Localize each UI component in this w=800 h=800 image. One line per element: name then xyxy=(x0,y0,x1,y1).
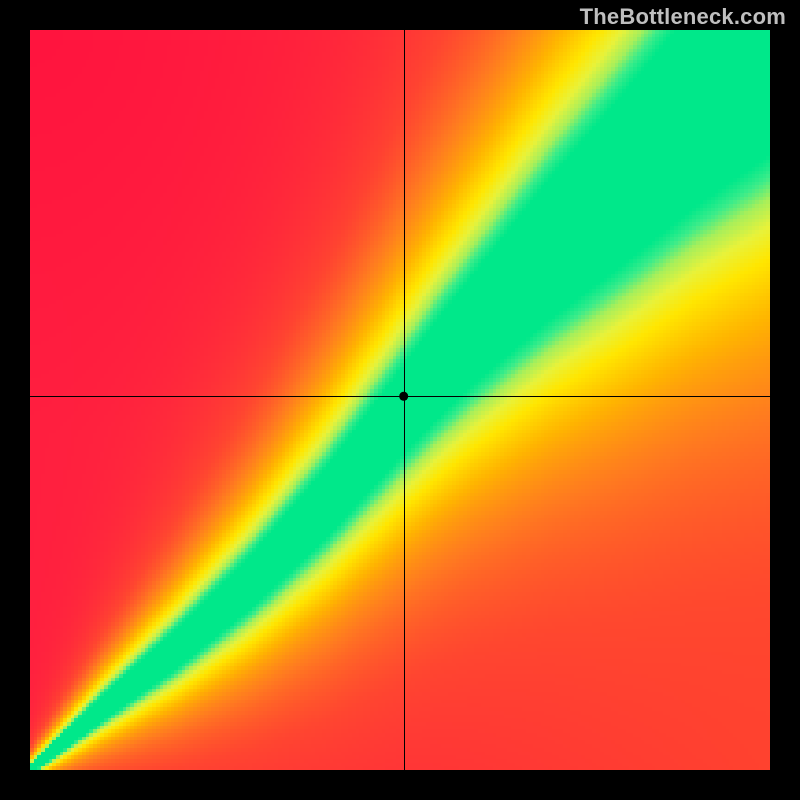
bottleneck-heatmap-canvas xyxy=(30,30,770,770)
watermark-text: TheBottleneck.com xyxy=(580,4,786,30)
heatmap-plot-area xyxy=(30,30,770,770)
